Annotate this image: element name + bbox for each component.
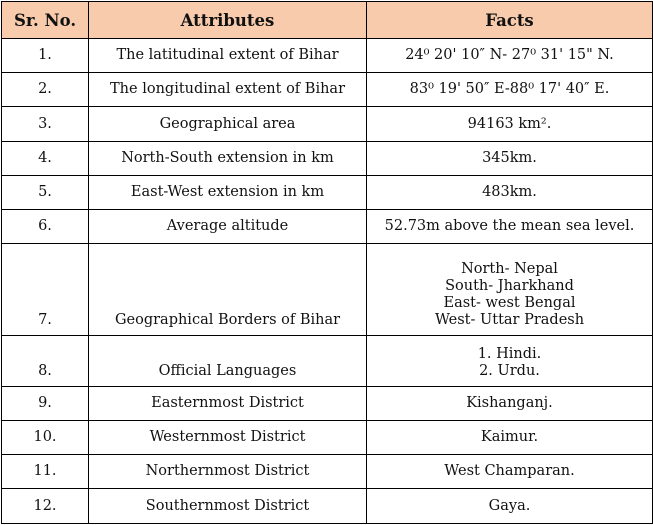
row-number: 12. bbox=[1, 488, 89, 524]
row-fact: Gaya. bbox=[366, 488, 653, 524]
row-attribute: Westernmost District bbox=[88, 420, 367, 455]
row-fact: Kishanganj. bbox=[366, 386, 653, 421]
table-row: 2. The longitudinal extent of Bihar 83⁰ … bbox=[1, 72, 653, 107]
row-attribute: Official Languages bbox=[88, 335, 367, 387]
table-row: 4. North-South extension in km 345km. bbox=[1, 141, 653, 176]
header-attributes: Attributes bbox=[88, 1, 367, 39]
border-east: East- west Bengal bbox=[443, 295, 576, 311]
table-row: 12. Southernmost District Gaya. bbox=[1, 488, 653, 524]
table-row: 9. Easternmost District Kishanganj. bbox=[1, 386, 653, 421]
table-row: 10. Westernmost District Kaimur. bbox=[1, 420, 653, 455]
table-row: 8. Official Languages 1. Hindi. 2. Urdu. bbox=[1, 335, 653, 387]
header-row: Sr. No. Attributes Facts bbox=[1, 1, 653, 39]
row-number: 10. bbox=[1, 420, 89, 455]
language-1: 1. Hindi. bbox=[477, 346, 542, 362]
row-number: 1. bbox=[1, 38, 89, 73]
row-fact: 83⁰ 19' 50″ E-88⁰ 17' 40″ E. bbox=[366, 72, 653, 107]
table-row: 11. Northernmost District West Champaran… bbox=[1, 454, 653, 489]
row-number: 9. bbox=[1, 386, 89, 421]
border-north: North- Nepal bbox=[461, 261, 558, 277]
border-south: South- Jharkhand bbox=[445, 278, 574, 294]
header-facts: Facts bbox=[366, 1, 653, 39]
row-number: 5. bbox=[1, 175, 89, 210]
row-number: 6. bbox=[1, 209, 89, 244]
table-row: 3. Geographical area 94163 km². bbox=[1, 106, 653, 142]
row-attribute: Southernmost District bbox=[88, 488, 367, 524]
table-row: 6. Average altitude 52.73m above the mea… bbox=[1, 209, 653, 244]
row-attribute: North-South extension in km bbox=[88, 141, 367, 176]
header-sr-no: Sr. No. bbox=[1, 1, 89, 39]
border-west: West- Uttar Pradesh bbox=[434, 312, 585, 328]
row-fact: 94163 km². bbox=[366, 106, 653, 142]
row-attribute: Easternmost District bbox=[88, 386, 367, 421]
row-attribute: East-West extension in km bbox=[88, 175, 367, 210]
row-number: 7. bbox=[1, 243, 89, 336]
row-fact: 483km. bbox=[366, 175, 653, 210]
row-fact: 345km. bbox=[366, 141, 653, 176]
row-number: 2. bbox=[1, 72, 89, 107]
row-attribute: Average altitude bbox=[88, 209, 367, 244]
row-number: 4. bbox=[1, 141, 89, 176]
row-fact: 1. Hindi. 2. Urdu. bbox=[366, 335, 653, 387]
row-attribute: Geographical area bbox=[88, 106, 367, 142]
row-attribute: The latitudinal extent of Bihar bbox=[88, 38, 367, 73]
row-fact: West Champaran. bbox=[366, 454, 653, 489]
table-row: 5. East-West extension in km 483km. bbox=[1, 175, 653, 210]
row-fact: 52.73m above the mean sea level. bbox=[366, 209, 653, 244]
table-row: 7. Geographical Borders of Bihar North- … bbox=[1, 243, 653, 336]
row-number: 8. bbox=[1, 335, 89, 387]
row-number: 3. bbox=[1, 106, 89, 142]
row-attribute: The longitudinal extent of Bihar bbox=[88, 72, 367, 107]
table-row: 1. The latitudinal extent of Bihar 24⁰ 2… bbox=[1, 38, 653, 73]
row-fact: 24⁰ 20' 10″ N- 27⁰ 31' 15" N. bbox=[366, 38, 653, 73]
row-fact: North- Nepal South- Jharkhand East- west… bbox=[366, 243, 653, 336]
row-attribute: Geographical Borders of Bihar bbox=[88, 243, 367, 336]
row-fact: Kaimur. bbox=[366, 420, 653, 455]
row-number: 11. bbox=[1, 454, 89, 489]
row-attribute: Northernmost District bbox=[88, 454, 367, 489]
language-2: 2. Urdu. bbox=[479, 363, 540, 379]
